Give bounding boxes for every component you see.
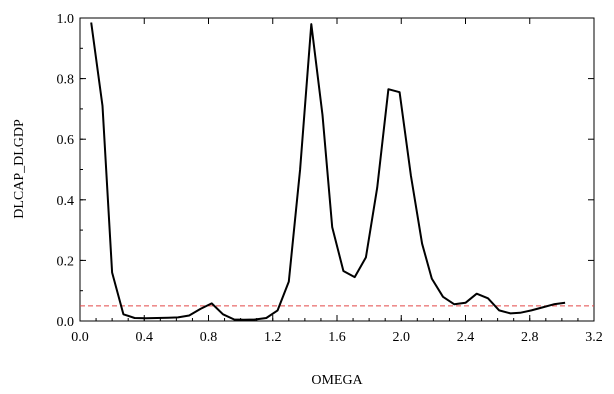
y-tick-label: 0.0 (57, 315, 75, 330)
x-axis-label: OMEGA (311, 373, 363, 388)
x-tick-label: 0.8 (200, 330, 218, 345)
y-tick-label: 0.6 (57, 133, 75, 148)
series-group (90, 22, 566, 321)
x-tick-label: 1.6 (328, 330, 346, 345)
y-tick-label: 0.2 (57, 254, 75, 269)
plot-area-frame (79, 17, 595, 322)
x-axis: 0.0 0.4 0.8 1.2 1.6 2.0 2.4 2.8 3.2 (71, 18, 603, 345)
x-tick-label: 1.2 (264, 330, 282, 345)
series-line (90, 22, 566, 321)
x-tick-label: 0.4 (136, 330, 154, 345)
x-tick-label: 3.2 (585, 330, 603, 345)
y-tick-label: 0.4 (57, 194, 75, 209)
y-tick-label: 1.0 (57, 12, 75, 27)
x-tick-label: 2.4 (457, 330, 475, 345)
y-axis: 0.0 0.2 0.4 0.6 0.8 1.0 (57, 12, 594, 330)
x-tick-label: 2.0 (393, 330, 411, 345)
x-tick-label: 2.8 (521, 330, 539, 345)
y-axis-label: DLCAP_DLGDP (12, 119, 27, 219)
y-tick-label: 0.8 (57, 73, 75, 88)
x-tick-label: 0.0 (71, 330, 89, 345)
